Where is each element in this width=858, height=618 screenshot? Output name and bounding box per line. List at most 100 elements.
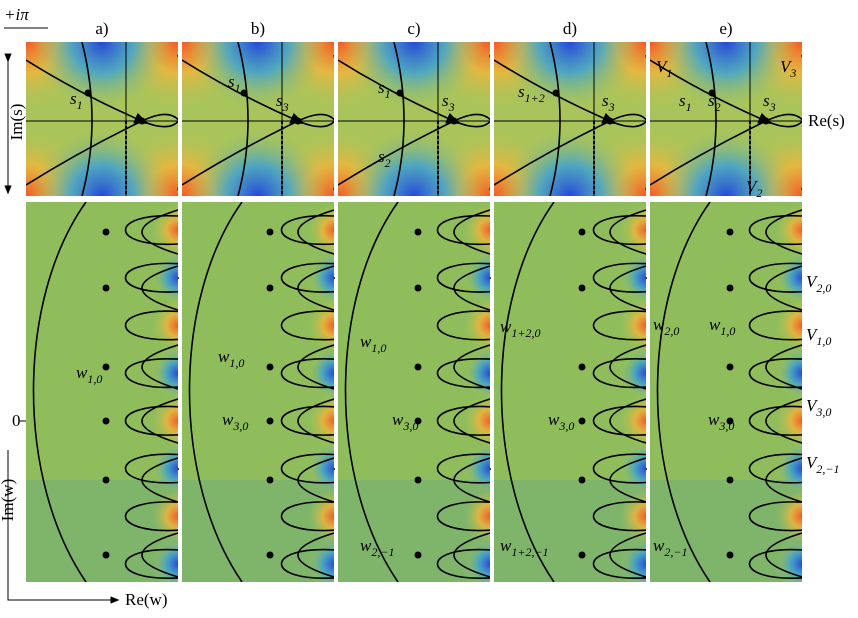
right-label: V3,0 [806,396,831,419]
panel-label: c) [407,19,420,38]
label-sub: 1+2 [525,91,545,105]
field-blob [776,537,802,582]
node [266,284,274,292]
label-sub: 2,−1 [371,545,394,559]
label-sub: 2,−1 [664,545,687,559]
label-base: s [708,91,715,110]
node [266,228,274,236]
saddle [552,89,560,97]
curve [748,453,802,484]
curve [748,548,802,579]
label-sub: 3 [789,66,796,80]
curve [705,42,717,196]
curve [436,262,490,293]
field-blob [776,586,828,618]
top-label: s1 [228,72,241,95]
curve [188,202,243,582]
curve [297,398,334,444]
panel-label: d) [563,19,577,38]
label-base: s [679,91,686,110]
node [726,417,734,425]
label-base: s [276,91,283,110]
label-base: w [392,410,404,429]
field-blob [500,126,640,196]
curve [592,262,646,293]
node [266,417,274,425]
curve [436,453,490,484]
field-blob [308,490,334,543]
field-blob [308,251,334,304]
curve [594,597,647,618]
bottom-label: w3,0 [392,410,418,433]
curve [748,214,802,246]
label-base: w [76,363,88,382]
curve [141,344,178,390]
node [414,228,422,236]
curve [297,457,334,503]
field-blob [344,42,484,112]
saddle [606,117,614,125]
saddle [396,89,404,97]
top-label: s3 [276,91,289,114]
curve [592,358,646,389]
label-sub: 3 [282,100,289,114]
node [414,284,422,292]
field-blob [656,126,796,196]
label-base: s [228,72,235,91]
bottom-panel [26,202,178,582]
right-label: V2,0 [806,272,831,295]
label-sub: 1,0 [371,341,386,355]
node [102,417,110,425]
field-blob [464,394,490,447]
curve [141,457,178,503]
curve [280,310,334,341]
bottom-panel [338,202,490,582]
label-sub: 2 [385,156,391,170]
top-panel [338,42,490,196]
curve [436,548,490,579]
node [414,551,422,559]
field-blob [620,586,672,618]
top-panel [26,42,178,196]
curve [765,344,802,390]
top-label: V1 [656,57,672,80]
field-blob [776,490,802,543]
curve [748,262,802,293]
curve [393,42,405,196]
curve [436,310,490,341]
saddle [240,89,248,97]
bottom-label: w3,0 [548,410,574,433]
curve [280,453,334,484]
node [578,363,586,371]
label-base: V [806,453,819,472]
curve [297,265,334,311]
top-label: s2 [708,91,721,114]
curve [280,548,334,579]
top-label: s2 [378,147,391,170]
top-label: s1+2 [518,82,545,105]
label-sub: 2,−1 [816,462,839,476]
bottom-label: w1,0 [218,347,244,370]
label-sub: 3,0 [402,419,418,433]
saddle [138,117,146,125]
node [102,551,110,559]
curve [141,209,178,255]
curve [297,532,334,578]
node [578,417,586,425]
node [578,476,586,484]
curve [500,202,555,582]
curve [609,398,646,444]
bottom-label: w2,−1 [653,536,687,559]
node [266,363,274,371]
curve [609,265,646,311]
curve [436,358,490,389]
label-base: w [360,536,372,555]
label-sub: 1+2,0 [511,326,540,340]
node [578,284,586,292]
top-label: V3 [780,57,796,80]
label-base: V [780,57,793,76]
label-base: s [70,89,77,108]
bottom-panel [182,202,334,582]
label-base: w [500,317,512,336]
label-base: V [806,272,819,291]
